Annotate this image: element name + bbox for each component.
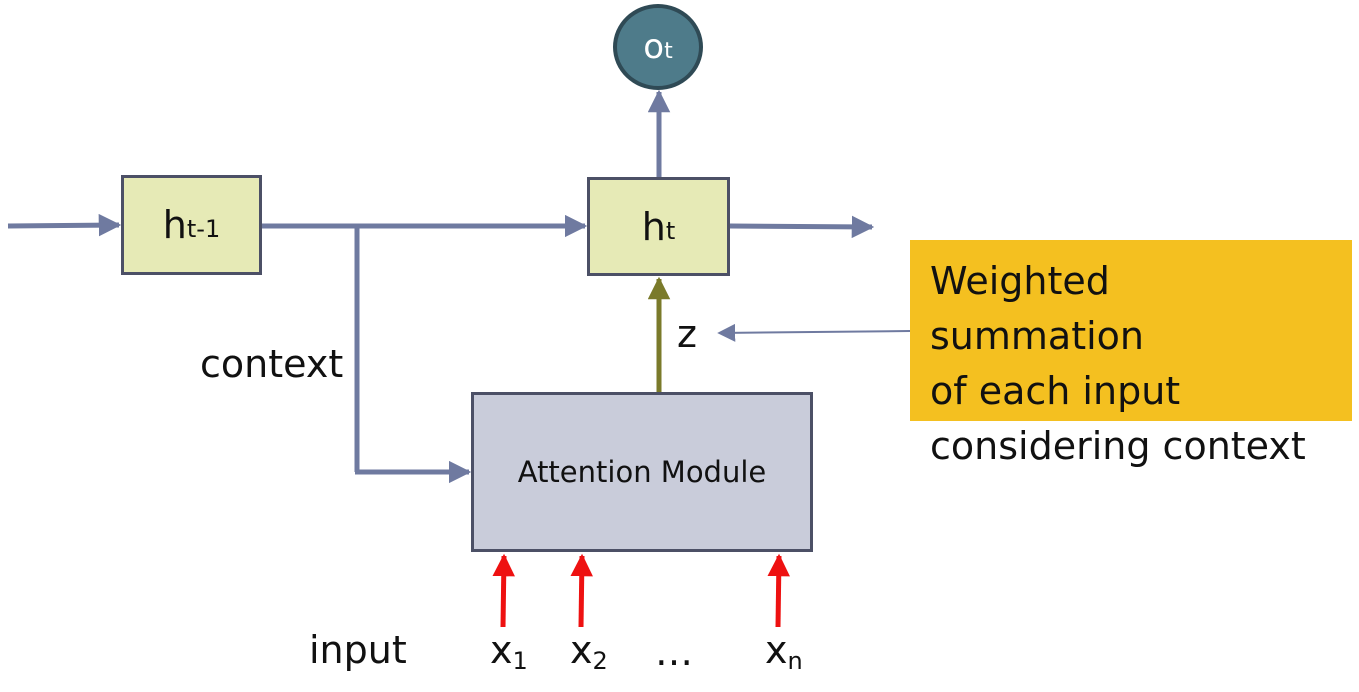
callout-box: Weighted summation of each input conside… <box>910 240 1352 468</box>
hidden-state-current-main: h <box>641 204 666 249</box>
input-x1-label: x1 <box>490 628 528 675</box>
input-x1-sub: 1 <box>512 647 528 675</box>
input-arrow-x2 <box>570 553 593 628</box>
z-label: z <box>677 312 697 356</box>
hidden-state-prev-sub: t-1 <box>186 215 221 243</box>
input-xn-main: x <box>765 628 788 672</box>
callout-pointer-arrow <box>717 323 911 342</box>
input-x2-sub: 2 <box>592 647 608 675</box>
attention-module-label: Attention Module <box>517 455 767 489</box>
input-x1-main: x <box>490 628 513 672</box>
callout-line-3: considering context <box>930 424 1306 468</box>
hidden-state-prev-main: h <box>162 203 187 247</box>
context-label: context <box>200 342 344 386</box>
attention-module-box: Attention Module <box>471 392 813 552</box>
input-ellipsis: … <box>655 630 693 674</box>
output-node-main: o <box>643 27 665 67</box>
incoming-arrow <box>7 213 122 237</box>
output-node-sub: t <box>664 38 673 64</box>
callout-line-1: Weighted summation <box>930 259 1144 358</box>
hidden-state-current-sub: t <box>665 216 676 245</box>
input-xn-sub: n <box>787 647 803 675</box>
input-x2-main: x <box>570 628 593 672</box>
input-x2-label: x2 <box>570 628 608 675</box>
input-arrow-x1 <box>492 553 515 628</box>
h-current-outgoing-arrow <box>729 215 875 239</box>
input-label: input <box>309 628 407 672</box>
input-arrow-xn <box>767 553 790 628</box>
hidden-state-prev-node: h t-1 <box>121 175 262 275</box>
input-xn-label: xn <box>765 628 803 675</box>
callout-line-2: of each input <box>930 369 1181 413</box>
